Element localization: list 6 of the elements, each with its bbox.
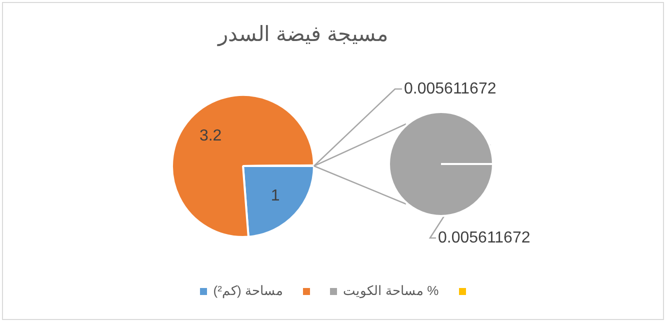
data-label: 3.2: [199, 128, 222, 145]
legend-label: مساحة الكويت %: [342, 283, 439, 298]
data-label: 0.005611672: [404, 80, 496, 98]
chart-title: مسيجة فيضة السدر: [216, 22, 389, 47]
legend-label: مساحة (كم²): [213, 283, 283, 298]
data-label: 1: [270, 187, 280, 204]
